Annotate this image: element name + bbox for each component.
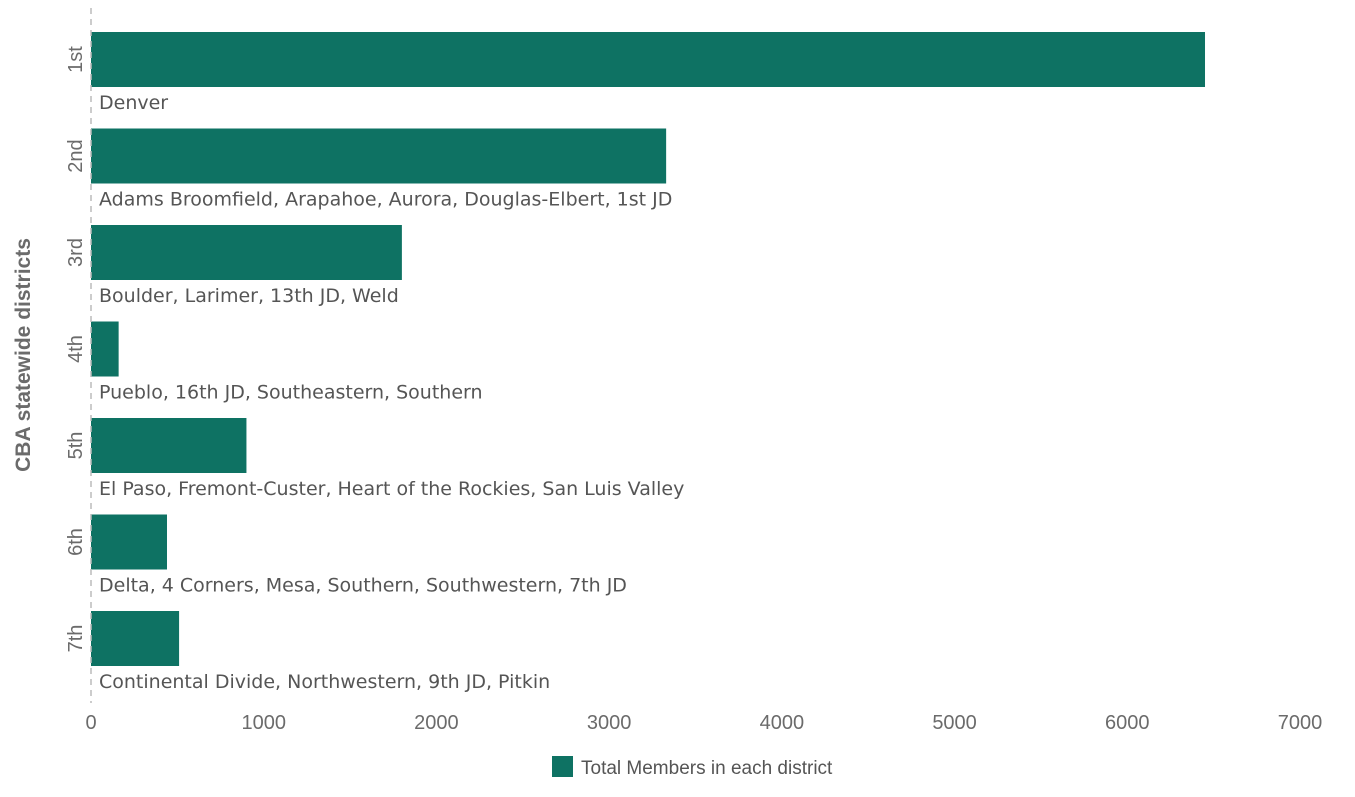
- x-tick-7000: 7000: [1278, 712, 1323, 734]
- bar-4th: [91, 321, 119, 377]
- bar-label-4th: Pueblo, 16th JD, Southeastern, Southern: [99, 382, 483, 404]
- x-tick-3000: 3000: [587, 712, 632, 734]
- legend: Total Members in each district: [552, 756, 833, 779]
- bar-7th: [91, 611, 180, 666]
- x-tick-4000: 4000: [760, 712, 805, 734]
- category-label-6th: 6th: [65, 528, 87, 556]
- bar-label-3rd: Boulder, Larimer, 13th JD, Weld: [99, 285, 399, 307]
- y-axis-title: CBA statewide districts: [12, 238, 35, 472]
- bar-2nd: [91, 128, 667, 184]
- legend-label: Total Members in each district: [581, 758, 833, 779]
- bar-labels-group: Denver Adams Broomfield, Arapahoe, Aurora…: [99, 92, 684, 693]
- x-tick-1000: 1000: [241, 712, 286, 734]
- category-labels-group: 1st 2nd 3rd 4th 5th 6th 7th: [65, 46, 87, 653]
- category-label-7th: 7th: [65, 625, 87, 653]
- bar-6th: [91, 514, 167, 570]
- x-tick-labels-group: 0 1000 2000 3000 4000 5000 6000 7000: [85, 712, 1322, 734]
- bar-3rd: [91, 225, 402, 280]
- bar-5th: [91, 418, 247, 473]
- x-tick-6000: 6000: [1105, 712, 1150, 734]
- legend-swatch: [552, 756, 573, 777]
- x-tick-5000: 5000: [932, 712, 977, 734]
- bar-label-1st: Denver: [99, 92, 168, 114]
- category-label-5th: 5th: [65, 432, 87, 460]
- category-label-1st: 1st: [65, 46, 87, 73]
- bar-label-2nd: Adams Broomfield, Arapahoe, Aurora, Doug…: [99, 189, 672, 211]
- category-label-2nd: 2nd: [65, 139, 87, 172]
- bar-label-7th: Continental Divide, Northwestern, 9th JD…: [99, 671, 550, 693]
- bars-group: [91, 32, 1206, 666]
- x-tick-0: 0: [85, 712, 96, 734]
- bar-label-6th: Delta, 4 Corners, Mesa, Southern, Southw…: [99, 575, 627, 597]
- category-label-3rd: 3rd: [65, 238, 87, 267]
- bar-label-5th: El Paso, Fremont-Custer, Heart of the Ro…: [99, 478, 684, 500]
- x-tick-2000: 2000: [414, 712, 459, 734]
- category-label-4th: 4th: [65, 335, 87, 363]
- bar-1st: [91, 32, 1206, 87]
